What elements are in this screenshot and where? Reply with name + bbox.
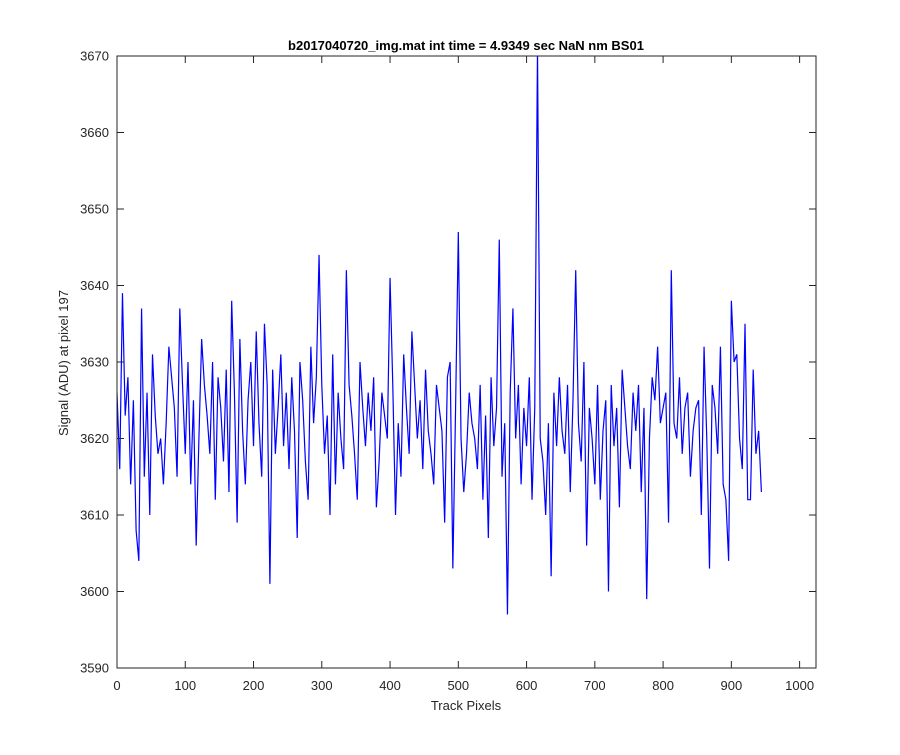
x-tick-label: 0 [113, 678, 120, 693]
x-tick-label: 100 [174, 678, 196, 693]
y-tick-label: 3600 [80, 584, 109, 599]
x-tick-label: 700 [584, 678, 606, 693]
y-tick-label: 3630 [80, 355, 109, 370]
data-line-series-0 [117, 56, 762, 615]
y-tick-label: 3610 [80, 508, 109, 523]
plot-area [117, 56, 816, 668]
axes: 0 100 200 300 400 500 600 700 800 900 1000 3590 3600… [80, 49, 817, 693]
x-tick-label: 400 [379, 678, 401, 693]
y-tick-label: 3650 [80, 202, 109, 217]
y-tick-label: 3670 [80, 49, 109, 64]
x-axis-title: Track Pixels [431, 698, 502, 713]
x-tick-label: 200 [243, 678, 265, 693]
y-axis-title: Signal (ADU) at pixel 197 [56, 290, 71, 436]
plot-background [117, 56, 816, 668]
y-tick-label: 3660 [80, 125, 109, 140]
y-tick-label: 3590 [80, 661, 109, 676]
x-tick-label: 800 [652, 678, 674, 693]
x-tick-label: 600 [516, 678, 538, 693]
x-tick-label: 900 [721, 678, 743, 693]
y-tick-label: 3640 [80, 278, 109, 293]
y-tick-label: 3620 [80, 431, 109, 446]
x-tick-label: 1000 [785, 678, 814, 693]
chart-title: b2017040720_img.mat int time = 4.9349 se… [288, 38, 644, 53]
x-tick-label: 300 [311, 678, 333, 693]
x-tick-label: 500 [447, 678, 469, 693]
